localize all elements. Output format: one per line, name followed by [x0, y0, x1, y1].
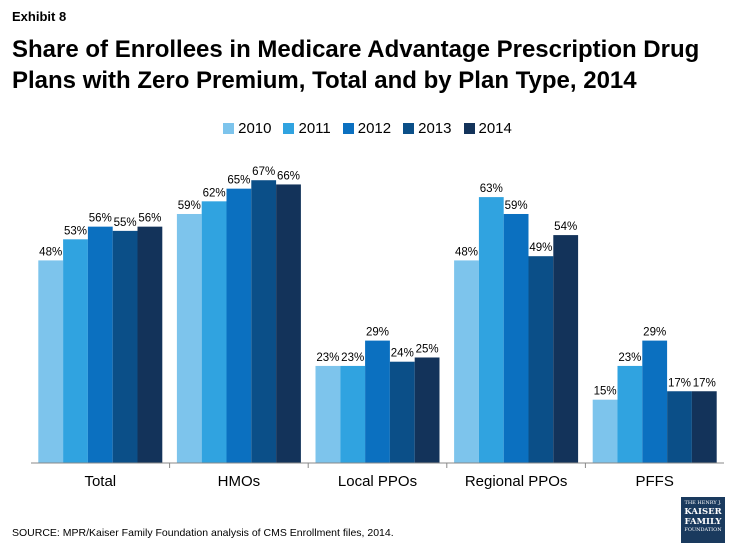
exhibit-label: Exhibit 8 — [12, 9, 67, 24]
data-label: 54% — [554, 221, 577, 233]
bar-hmos-2012 — [226, 188, 252, 463]
legend-item-2011: 2011 — [283, 120, 331, 137]
legend-label: 2012 — [357, 120, 392, 137]
category-label: PFFS — [636, 473, 674, 490]
data-label: 24% — [391, 348, 414, 360]
legend-label: 2011 — [298, 120, 331, 137]
legend: 2010 2011 2012 2013 2014 — [0, 120, 735, 137]
data-label: 56% — [89, 213, 112, 225]
bar-pffs-2013 — [667, 391, 692, 463]
legend-swatch — [283, 123, 295, 134]
bar-regional-ppos-2011 — [478, 197, 504, 464]
legend-item-2010: 2010 — [223, 120, 271, 137]
bar-local-ppos-2013 — [389, 361, 415, 463]
bar-hmos-2011 — [201, 201, 227, 463]
bar-hmos-2014 — [276, 184, 301, 463]
legend-item-2014: 2014 — [463, 120, 512, 137]
bar-hmos-2013 — [251, 180, 277, 463]
category-label: Total — [84, 473, 116, 490]
bar-regional-ppos-2014 — [553, 235, 579, 463]
logo-line-1: THE HENRY J. — [684, 500, 722, 506]
bar-pffs-2014 — [691, 391, 717, 463]
data-label: 56% — [138, 213, 161, 225]
data-label: 29% — [366, 327, 389, 339]
category-label: Local PPOs — [338, 473, 417, 490]
data-label: 63% — [480, 183, 503, 195]
data-label: 59% — [178, 200, 201, 212]
data-label: 67% — [252, 166, 275, 178]
data-label: 29% — [643, 327, 666, 339]
logo-line-3: FAMILY — [684, 516, 722, 527]
logo-line-4: FOUNDATION — [684, 526, 722, 533]
bar-pffs-2010 — [592, 399, 618, 463]
data-label: 15% — [594, 386, 617, 398]
legend-label: 2014 — [478, 120, 512, 137]
bar-local-ppos-2010 — [315, 365, 341, 463]
legend-item-2013: 2013 — [403, 120, 452, 137]
bar-local-ppos-2011 — [340, 365, 366, 463]
legend-swatch — [223, 123, 235, 134]
bar-hmos-2010 — [176, 213, 202, 463]
bar-local-ppos-2014 — [414, 357, 440, 463]
bar-pffs-2012 — [642, 340, 668, 463]
data-label: 48% — [39, 246, 62, 258]
category-label: HMOs — [218, 473, 261, 490]
legend-label: 2010 — [238, 120, 272, 137]
bar-total-2013 — [112, 230, 138, 463]
data-label: 17% — [668, 377, 691, 389]
bar-total-2010 — [38, 260, 64, 463]
bar-total-2012 — [87, 226, 113, 463]
legend-swatch — [403, 123, 415, 134]
data-label: 23% — [618, 352, 641, 364]
data-label: 49% — [529, 242, 552, 254]
data-label: 17% — [693, 377, 716, 389]
bar-regional-ppos-2013 — [528, 256, 554, 463]
kff-logo: THE HENRY J. KAISER FAMILY FOUNDATION — [681, 497, 725, 543]
source-note: SOURCE: MPR/Kaiser Family Foundation ana… — [12, 527, 394, 539]
data-label: 59% — [505, 200, 528, 212]
data-label: 53% — [64, 225, 87, 237]
logo-line-2: KAISER — [684, 506, 722, 517]
legend-item-2012: 2012 — [342, 120, 392, 137]
data-label: 48% — [455, 246, 478, 258]
data-label: 23% — [341, 352, 364, 364]
data-label: 65% — [227, 175, 250, 187]
data-label: 55% — [114, 217, 137, 229]
legend-label: 2013 — [418, 120, 452, 137]
legend-swatch — [342, 123, 354, 134]
bar-regional-ppos-2010 — [454, 260, 479, 463]
category-label: Regional PPOs — [465, 473, 568, 490]
bar-pffs-2011 — [617, 365, 643, 463]
bar-total-2014 — [137, 226, 163, 463]
data-label: 62% — [203, 187, 226, 199]
bar-regional-ppos-2012 — [503, 213, 529, 463]
bar-total-2011 — [63, 239, 88, 463]
legend-swatch — [463, 123, 475, 134]
chart-title: Share of Enrollees in Medicare Advantage… — [12, 36, 700, 94]
data-label: 25% — [416, 343, 439, 355]
data-label: 23% — [316, 352, 339, 364]
data-label: 66% — [277, 170, 300, 182]
bar-local-ppos-2012 — [365, 340, 390, 463]
